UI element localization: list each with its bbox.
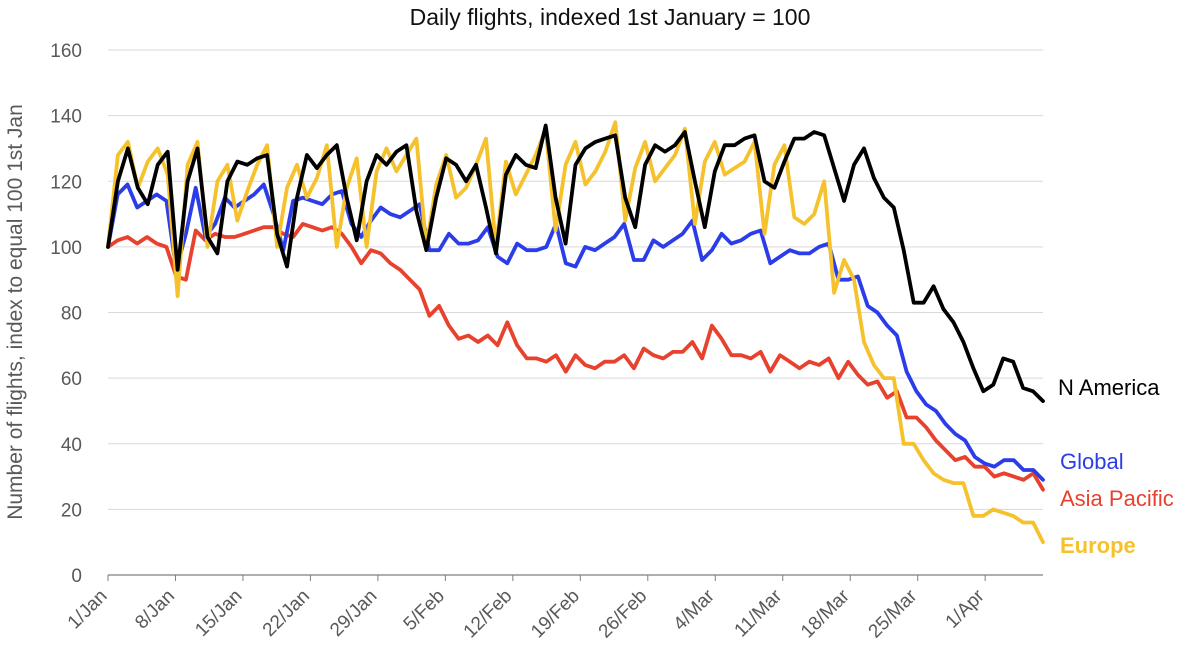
x-tick-label: 8/Jan [131,586,179,634]
series-lines [106,120,1045,545]
x-tick-label: 26/Feb [595,586,652,643]
x-tick-label: 4/Mar [670,585,720,635]
series-line-europe [106,120,1045,545]
y-tick-labels: 0 20 40 60 80 100 120 140 160 [50,41,82,587]
x-tick-label: 1/Apr [942,585,989,632]
y-tick-label: 20 [61,500,82,521]
x-tick-label: 22/Jan [259,586,314,641]
x-tick-label: 19/Feb [527,586,584,643]
x-tick-labels: 1/Jan 8/Jan 15/Jan 22/Jan 29/Jan 5/Feb 12/Feb 1… [64,585,989,642]
x-tick-label: 15/Jan [191,586,246,641]
y-tick-label: 80 [61,304,82,325]
series-label-asia-pacific: Asia Pacific [1060,486,1174,511]
y-tick-label: 120 [50,172,82,193]
series-label-global: Global [1060,449,1124,474]
grid-lines [108,49,1043,510]
series-label-n-america: N America [1058,375,1160,400]
x-tick-label: 25/Mar [865,585,922,642]
y-axis-label: Number of flights, index to equal 100 1s… [4,104,27,520]
axes [107,574,1043,581]
series-line-global [106,182,1045,482]
x-tick-label: 5/Feb [400,586,449,635]
series-label-europe: Europe [1060,533,1136,558]
series-labels: Asia Pacific Global Europe N America [1058,375,1174,558]
y-tick-label: 40 [61,435,82,456]
x-tick-label: 18/Mar [797,585,854,642]
y-tick-label: 60 [61,369,82,390]
x-tick-label: 12/Feb [460,586,517,643]
y-tick-label: 100 [50,238,82,259]
series-line-n-america [106,123,1045,404]
x-tick-label: 29/Jan [326,586,381,641]
x-tick-label: 1/Jan [64,586,112,634]
x-tick-label: 11/Mar [731,585,787,641]
y-tick-label: 160 [50,41,82,62]
chart-title: Daily flights, indexed 1st January = 100 [409,4,811,30]
y-tick-label: 140 [50,107,82,128]
y-tick-label: 0 [71,566,82,587]
series-line-asia-pacific [106,221,1045,492]
